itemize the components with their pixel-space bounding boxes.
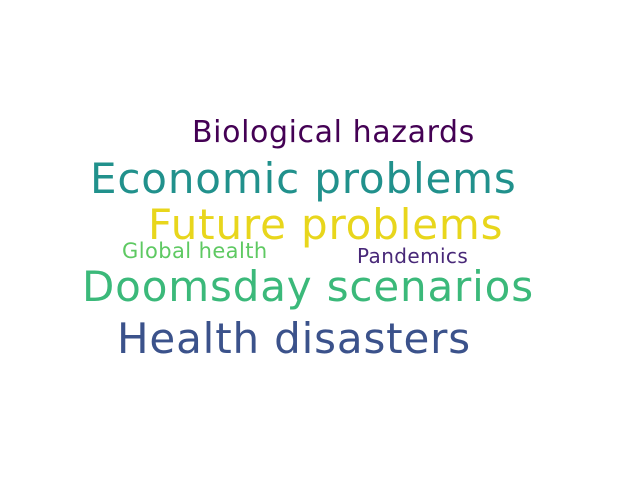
word-biological-hazards: Biological hazards [192,115,475,150]
word-global-health: Global health [122,239,268,263]
word-pandemics: Pandemics [357,244,469,268]
word-doomsday-scenarios: Doomsday scenarios [82,262,534,311]
word-health-disasters: Health disasters [117,314,471,363]
word-economic-problems: Economic problems [90,154,517,203]
word-future-problems: Future problems [148,200,504,249]
